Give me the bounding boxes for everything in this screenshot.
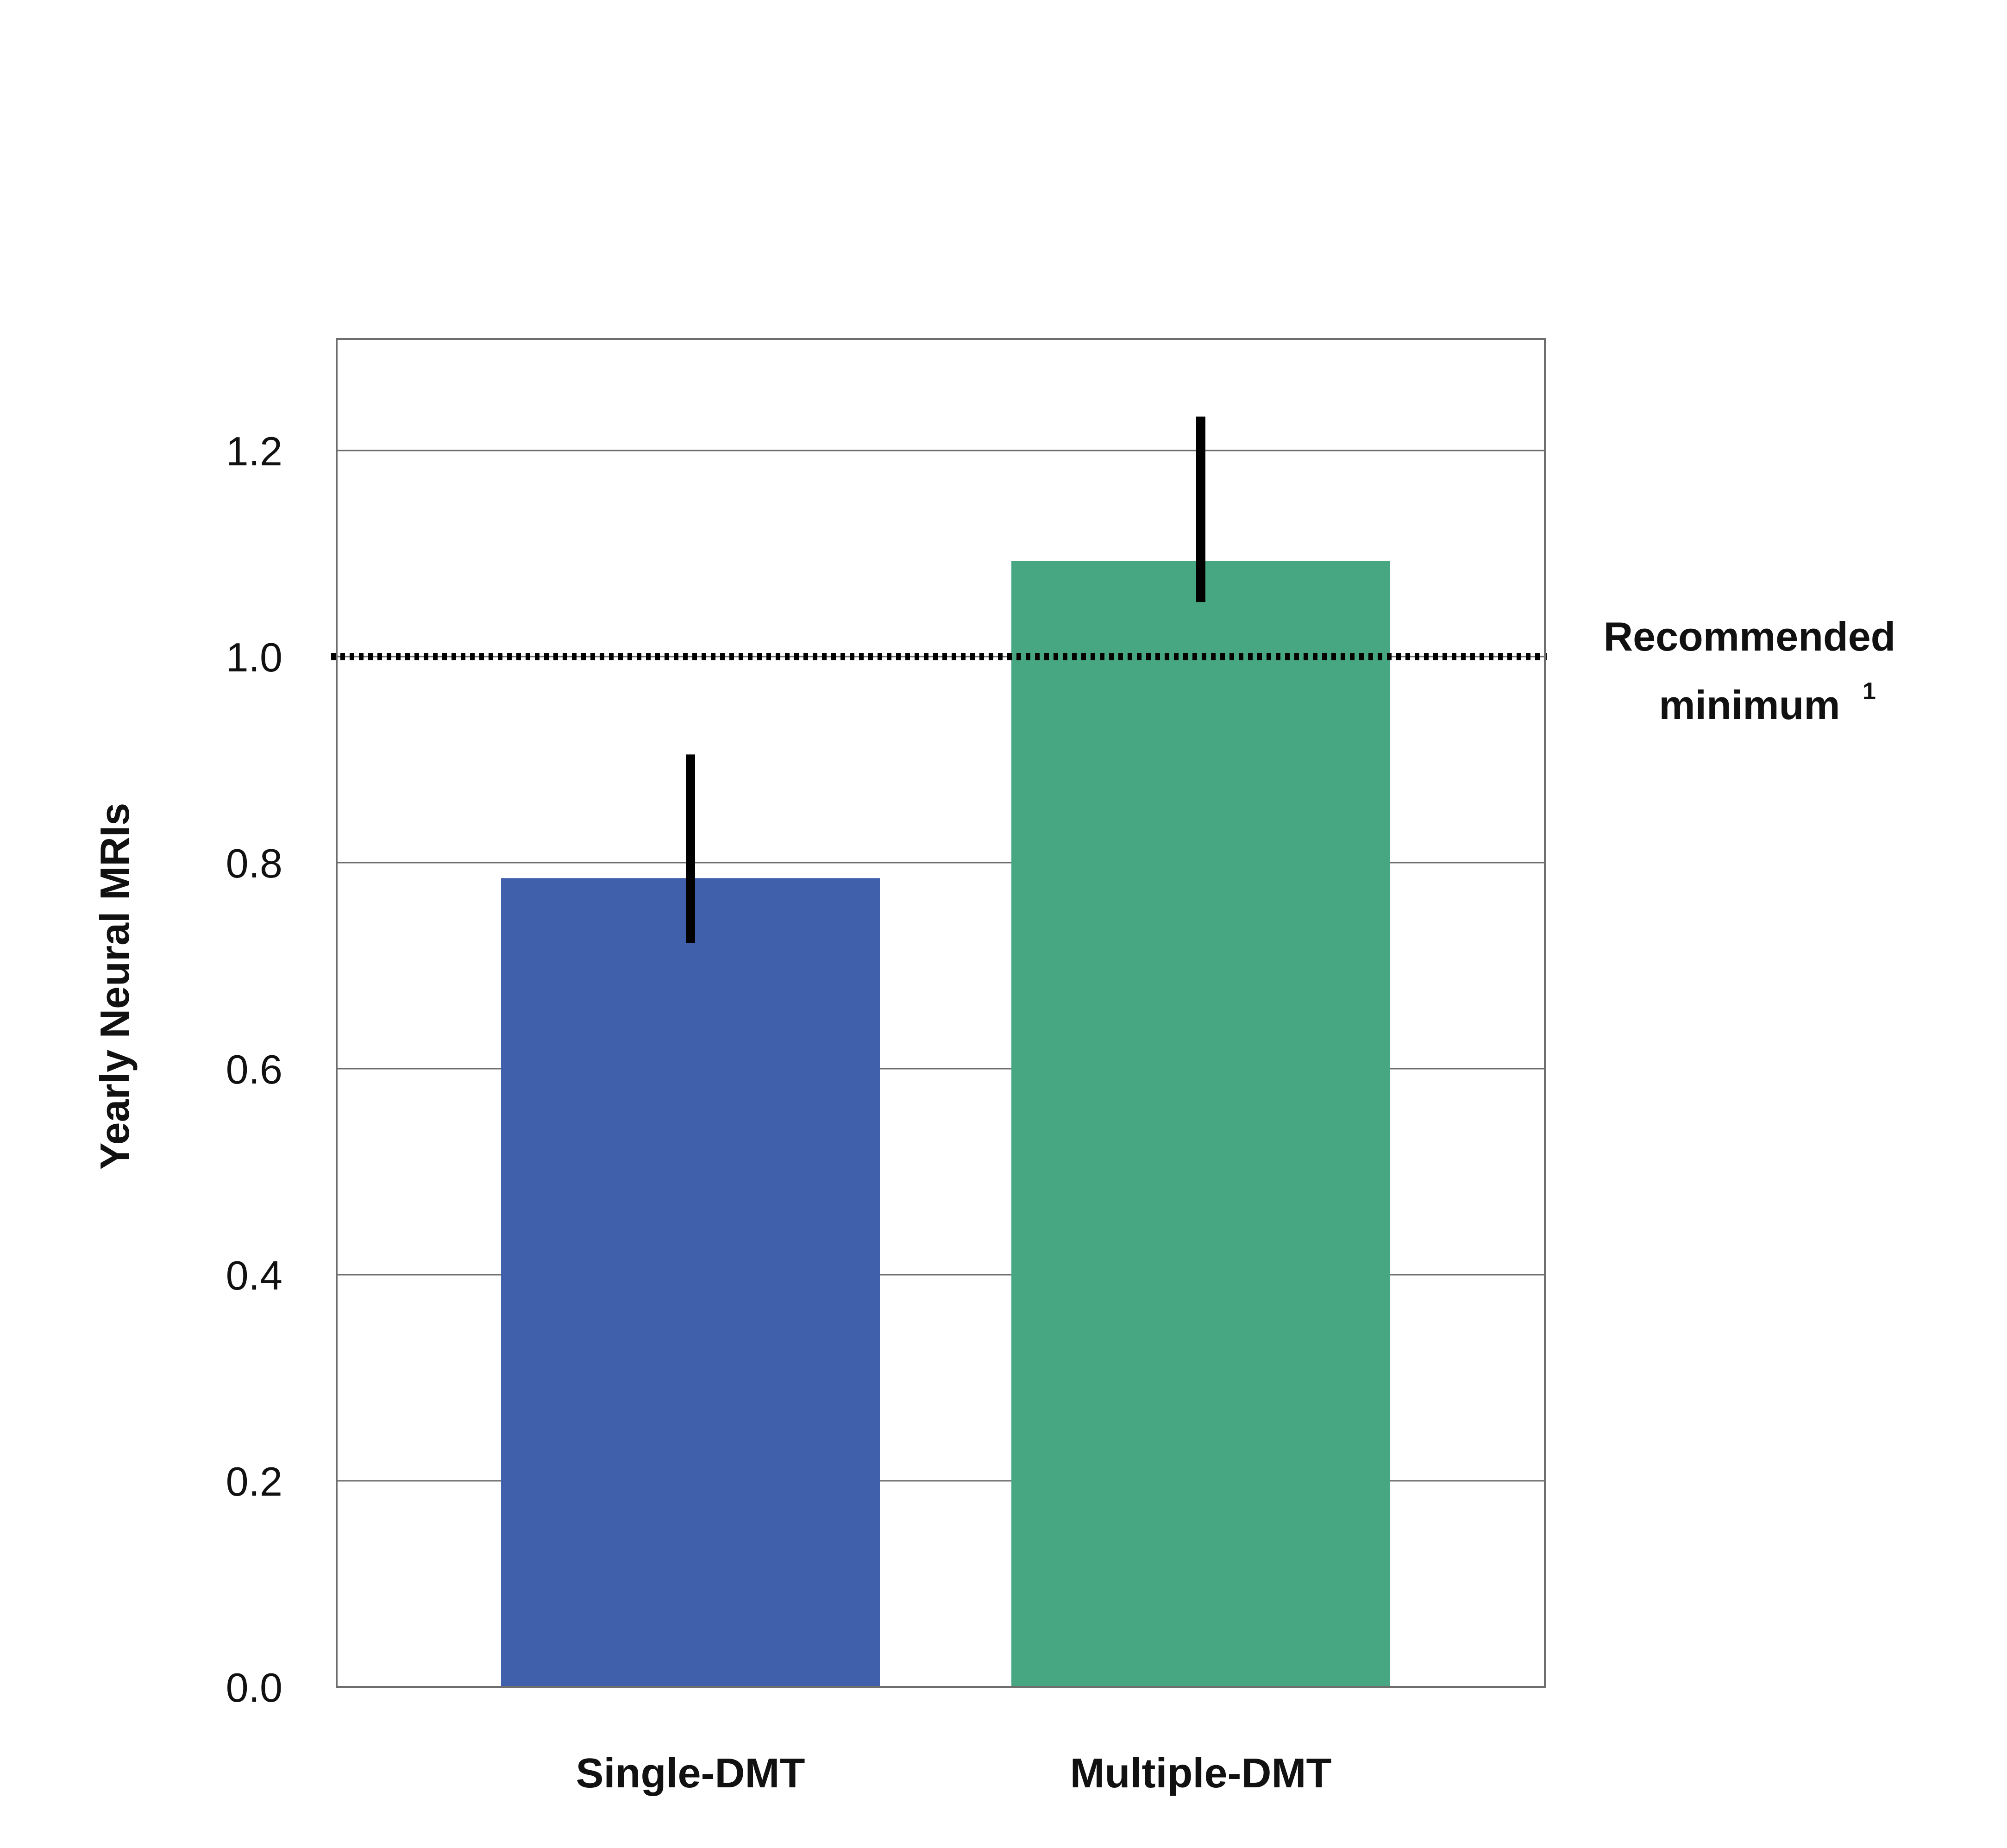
reference-footnote-marker: 1: [1863, 678, 1876, 705]
y-axis-title: Yearly Neural MRIs: [92, 803, 138, 1170]
reference-label-line1: Recommended: [1604, 614, 1896, 659]
y-tick-label: 0.4: [226, 1253, 282, 1298]
plot-frame: [336, 338, 1546, 1688]
y-tick-label: 0.0: [226, 1665, 282, 1710]
error-bars: [686, 416, 1205, 943]
x-category-label: Single-DMT: [576, 1750, 805, 1797]
y-tick-label: 0.8: [226, 840, 282, 886]
bar-multiple-dmt: [1011, 561, 1390, 1687]
bar-single-dmt: [501, 878, 880, 1687]
y-tick-label: 1.0: [226, 634, 282, 680]
reference-label-line2: minimum: [1659, 682, 1840, 728]
y-tick-labels: 0.0 0.2 0.4 0.6 0.8 1.0 1.2: [226, 428, 282, 1710]
x-category-labels: Single-DMT Multiple-DMT: [576, 1750, 1332, 1797]
bars: [501, 561, 1390, 1687]
reference-line-label: Recommended minimum 1: [1604, 614, 1896, 728]
y-tick-label: 0.6: [226, 1046, 282, 1092]
y-tick-label: 1.2: [226, 428, 282, 474]
x-category-label: Multiple-DMT: [1070, 1750, 1332, 1797]
y-tick-label: 0.2: [226, 1459, 282, 1504]
